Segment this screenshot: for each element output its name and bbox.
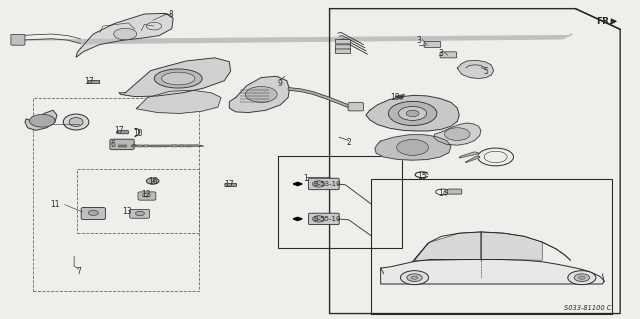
Polygon shape (375, 135, 451, 160)
Text: 2: 2 (346, 137, 351, 146)
Text: 7: 7 (76, 267, 81, 276)
Text: 18: 18 (390, 93, 400, 102)
Text: 14: 14 (438, 189, 448, 198)
Text: 10: 10 (133, 129, 143, 138)
Polygon shape (119, 58, 230, 97)
Text: 17: 17 (114, 126, 124, 135)
Circle shape (312, 181, 325, 187)
FancyBboxPatch shape (424, 41, 441, 48)
Circle shape (397, 139, 429, 155)
Text: 3: 3 (417, 36, 421, 45)
Circle shape (88, 210, 99, 215)
Text: B-55-10: B-55-10 (314, 216, 341, 222)
Bar (157, 145, 161, 147)
Text: 9: 9 (278, 79, 283, 88)
Polygon shape (381, 260, 604, 284)
FancyBboxPatch shape (440, 52, 457, 58)
Bar (151, 145, 155, 147)
Text: 1: 1 (303, 174, 308, 183)
Circle shape (401, 271, 429, 285)
Circle shape (412, 276, 418, 279)
Text: S033-81100 C: S033-81100 C (564, 305, 611, 311)
FancyBboxPatch shape (110, 139, 134, 150)
FancyBboxPatch shape (308, 213, 339, 225)
FancyBboxPatch shape (88, 80, 100, 84)
Polygon shape (396, 94, 404, 99)
Text: 3: 3 (439, 48, 444, 58)
Circle shape (29, 115, 55, 127)
Bar (371, 179, 612, 314)
Ellipse shape (154, 69, 202, 88)
Text: 12: 12 (141, 190, 150, 199)
Ellipse shape (63, 114, 89, 130)
Text: 16: 16 (148, 177, 157, 186)
Circle shape (147, 178, 159, 184)
FancyBboxPatch shape (335, 40, 351, 44)
Polygon shape (136, 90, 221, 114)
Polygon shape (229, 76, 289, 113)
Circle shape (114, 28, 137, 40)
FancyBboxPatch shape (335, 45, 351, 49)
Text: 17: 17 (225, 180, 234, 189)
Text: 6: 6 (110, 140, 115, 149)
Text: FR.: FR. (596, 17, 613, 26)
FancyBboxPatch shape (348, 103, 364, 111)
Bar (172, 145, 175, 147)
Text: 15: 15 (417, 172, 427, 181)
Polygon shape (415, 232, 481, 261)
Polygon shape (293, 217, 302, 220)
Polygon shape (434, 123, 481, 145)
FancyBboxPatch shape (117, 130, 129, 134)
Bar (187, 145, 191, 147)
Circle shape (407, 274, 422, 281)
Polygon shape (460, 152, 478, 158)
Circle shape (388, 101, 437, 125)
Circle shape (574, 274, 589, 281)
FancyBboxPatch shape (11, 34, 25, 45)
Circle shape (445, 128, 470, 140)
Polygon shape (481, 232, 542, 260)
Polygon shape (293, 182, 302, 186)
FancyBboxPatch shape (138, 192, 156, 200)
Circle shape (312, 216, 325, 222)
Circle shape (245, 86, 277, 102)
Polygon shape (466, 156, 479, 163)
Bar (164, 145, 168, 147)
FancyBboxPatch shape (308, 178, 339, 190)
Bar (77, 169, 198, 233)
Polygon shape (132, 145, 204, 147)
Polygon shape (20, 34, 572, 44)
Polygon shape (25, 110, 57, 130)
FancyBboxPatch shape (130, 209, 150, 218)
Polygon shape (76, 13, 173, 57)
Text: 8: 8 (169, 11, 173, 19)
Polygon shape (458, 60, 493, 78)
Circle shape (406, 110, 419, 117)
Bar (33, 98, 198, 291)
Circle shape (399, 107, 427, 121)
Text: 17: 17 (84, 77, 93, 86)
FancyBboxPatch shape (335, 49, 351, 53)
FancyBboxPatch shape (225, 183, 236, 187)
Ellipse shape (69, 118, 83, 126)
FancyBboxPatch shape (448, 189, 462, 194)
Polygon shape (366, 95, 460, 131)
Circle shape (568, 271, 596, 285)
Bar (179, 145, 183, 147)
Ellipse shape (162, 72, 195, 85)
Text: B-53-10: B-53-10 (314, 181, 341, 187)
FancyBboxPatch shape (81, 207, 106, 219)
Circle shape (579, 276, 585, 279)
Bar (278, 156, 402, 249)
Bar (145, 145, 148, 147)
Circle shape (136, 211, 145, 216)
Text: 5: 5 (484, 67, 488, 76)
Text: 11: 11 (50, 200, 60, 209)
Bar (138, 145, 142, 147)
Text: 13: 13 (122, 207, 132, 216)
